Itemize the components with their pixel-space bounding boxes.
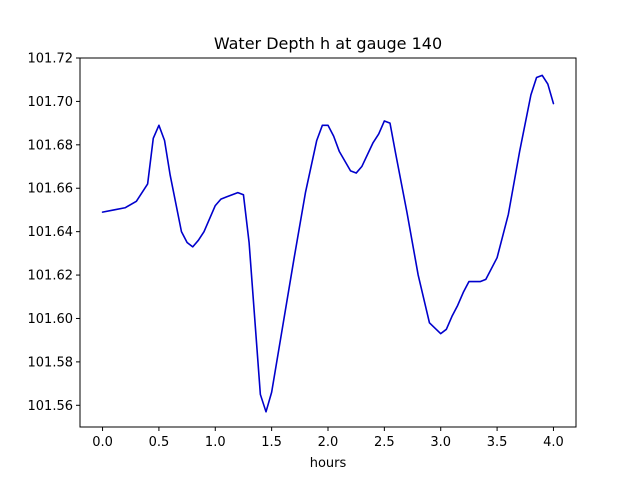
- chart-title: Water Depth h at gauge 140: [214, 34, 442, 53]
- y-tick-label: 101.68: [28, 138, 74, 153]
- x-tick-label: 0.5: [149, 435, 170, 450]
- y-tick-label: 101.70: [28, 95, 74, 110]
- y-tick-label: 101.60: [28, 312, 74, 327]
- x-tick-label: 2.0: [318, 435, 339, 450]
- x-tick-label: 1.0: [205, 435, 226, 450]
- y-tick-label: 101.72: [28, 52, 74, 67]
- y-tick-label: 101.62: [28, 269, 74, 284]
- x-tick-label: 3.0: [430, 435, 451, 450]
- x-tick-label: 0.0: [92, 435, 113, 450]
- x-axis: 0.0 0.5 1.0 1.5 2.0 2.5 3.0 3.5 4.0: [92, 427, 564, 450]
- x-tick-label: 3.5: [487, 435, 508, 450]
- x-axis-label: hours: [310, 456, 347, 471]
- series-line-0: [101, 74, 555, 413]
- y-tick-label: 101.58: [28, 355, 74, 370]
- y-tick-label: 101.66: [28, 182, 74, 197]
- y-tick-label: 101.64: [28, 225, 74, 240]
- x-tick-label: 1.5: [261, 435, 282, 450]
- y-axis: 101.56 101.58 101.60 101.62 101.64 101.66 101.…: [28, 52, 80, 414]
- series-layer: [101, 74, 555, 413]
- y-tick-label: 101.56: [28, 399, 74, 414]
- x-tick-label: 4.0: [543, 435, 564, 450]
- x-tick-label: 2.5: [374, 435, 395, 450]
